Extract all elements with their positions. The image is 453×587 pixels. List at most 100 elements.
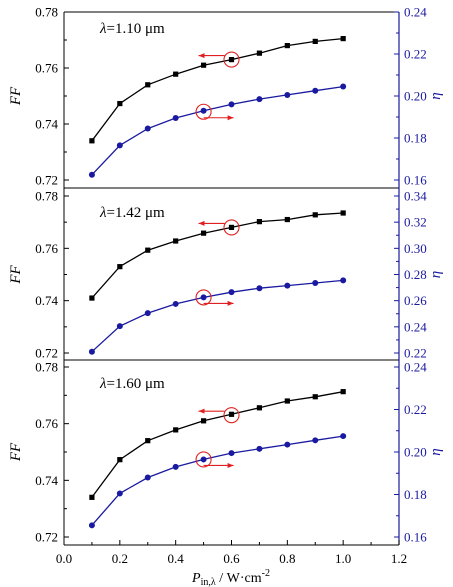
left-axis-title: FF <box>8 442 24 462</box>
ff-data-point <box>284 216 290 223</box>
ff-data-point <box>228 224 235 230</box>
right-tick-label: 0.20 <box>404 89 427 104</box>
eta-data-point <box>88 171 95 178</box>
x-axis-title: Pin,λ / W·cm-2 <box>191 568 270 587</box>
right-tick-label: 0.22 <box>404 402 427 417</box>
eta-series-line <box>91 279 344 353</box>
right-tick-label: 0.20 <box>404 445 427 460</box>
ff-data-point <box>200 230 207 236</box>
ff-data-point <box>173 238 179 244</box>
arrow-head-icon <box>198 53 205 59</box>
ff-data-point <box>256 405 263 411</box>
right-tick-label: 0.16 <box>404 173 427 188</box>
arrow-head-icon <box>227 462 234 468</box>
right-tick-label: 0.32 <box>404 215 427 230</box>
arrow-head-icon <box>227 115 234 121</box>
eta-data-point <box>144 310 151 317</box>
ff-series-line <box>91 37 344 142</box>
x-tick-label: 0.2 <box>112 551 128 566</box>
eta-data-point <box>312 280 319 287</box>
right-tick-label: 0.26 <box>404 293 427 308</box>
ff-data-point <box>200 62 207 68</box>
eta-data-point <box>256 285 263 292</box>
annotation-ring <box>195 289 212 306</box>
eta-data-point <box>88 522 95 529</box>
eta-data-point <box>116 490 123 497</box>
x-tick-label: 0.0 <box>56 551 72 566</box>
eta-data-point <box>284 282 291 289</box>
ff-data-point <box>117 457 123 463</box>
ff-data-point <box>200 418 207 424</box>
x-tick-label: 0.8 <box>279 551 295 566</box>
right-tick-label: 0.22 <box>404 346 427 361</box>
panel-1: 0.72 0.74 0.76 0.78 0.16 0.18 0.20 0.22 0.24 FF η λ… <box>8 5 444 188</box>
eta-data-point <box>284 91 291 98</box>
ff-data-point <box>228 411 235 417</box>
eta-data-point <box>172 300 179 307</box>
left-tick-label: 0.74 <box>35 117 58 132</box>
left-tick-label: 0.78 <box>35 360 58 375</box>
left-axis-title: FF <box>8 265 24 285</box>
eta-data-point <box>144 125 151 132</box>
eta-series-line <box>91 85 344 176</box>
right-tick-label: 0.34 <box>404 189 427 204</box>
left-tick-label: 0.78 <box>35 5 58 20</box>
left-tick-label: 0.76 <box>35 61 58 76</box>
ff-data-point <box>340 210 346 216</box>
left-tick-label: 0.74 <box>35 293 58 308</box>
ff-data-point <box>256 50 263 56</box>
ff-data-point <box>312 394 318 400</box>
ff-data-point <box>145 438 151 444</box>
x-tick-label: 0.4 <box>168 551 185 566</box>
annotation-ring <box>223 51 240 68</box>
left-tick-label: 0.76 <box>35 241 58 256</box>
eta-data-point <box>88 348 95 355</box>
eta-data-point <box>256 96 263 103</box>
ff-data-point <box>284 43 290 49</box>
right-tick-label: 0.18 <box>404 487 427 502</box>
eta-data-point <box>116 142 123 149</box>
ff-data-point <box>312 212 318 218</box>
ff-series-line <box>91 212 344 299</box>
panel-3: 0.72 0.74 0.76 0.78 0.16 0.18 0.20 0.22 0.24 FF η λ… <box>8 360 444 545</box>
x-tick-label: 1.2 <box>391 551 407 566</box>
eta-data-point <box>340 83 347 90</box>
left-axis-title: FF <box>8 86 24 106</box>
arrow-head-icon <box>227 300 234 306</box>
right-tick-label: 0.30 <box>404 241 427 256</box>
panel-label: λ=1.42 μm <box>99 205 165 221</box>
ff-data-point <box>256 219 263 225</box>
ff-data-point <box>117 100 123 107</box>
eta-data-point <box>200 294 207 301</box>
ff-series-line <box>91 391 344 498</box>
left-tick-label: 0.76 <box>35 416 58 431</box>
right-tick-label: 0.28 <box>404 267 427 282</box>
eta-data-point <box>312 437 319 444</box>
ff-data-point <box>89 494 95 500</box>
eta-data-point <box>340 433 347 440</box>
panel-label: λ=1.10 μm <box>99 21 165 37</box>
ff-data-point <box>173 71 179 77</box>
right-tick-label: 0.24 <box>404 319 427 334</box>
eta-data-point <box>228 101 235 108</box>
ff-data-point <box>284 398 290 404</box>
eta-data-point <box>228 450 235 457</box>
annotation-ring <box>223 219 240 236</box>
ff-data-point <box>312 38 318 44</box>
right-tick-label: 0.24 <box>404 360 427 375</box>
ff-data-point <box>145 82 151 88</box>
x-tick-label: 1.0 <box>335 551 351 566</box>
right-axis-title: η <box>428 271 444 278</box>
eta-data-point <box>172 463 179 470</box>
eta-series-line <box>91 435 344 526</box>
right-tick-label: 0.18 <box>404 131 427 146</box>
ff-data-point <box>117 264 123 270</box>
left-tick-label: 0.72 <box>35 346 58 361</box>
eta-data-point <box>340 277 347 284</box>
left-tick-label: 0.72 <box>35 530 58 545</box>
left-tick-label: 0.72 <box>35 173 58 188</box>
x-tick-label: 0.6 <box>223 551 240 566</box>
panel-2: 0.72 0.74 0.76 0.78 0.22 0.24 0.26 0.28 0.30 0.32… <box>8 189 444 361</box>
left-tick-label: 0.78 <box>35 189 58 204</box>
